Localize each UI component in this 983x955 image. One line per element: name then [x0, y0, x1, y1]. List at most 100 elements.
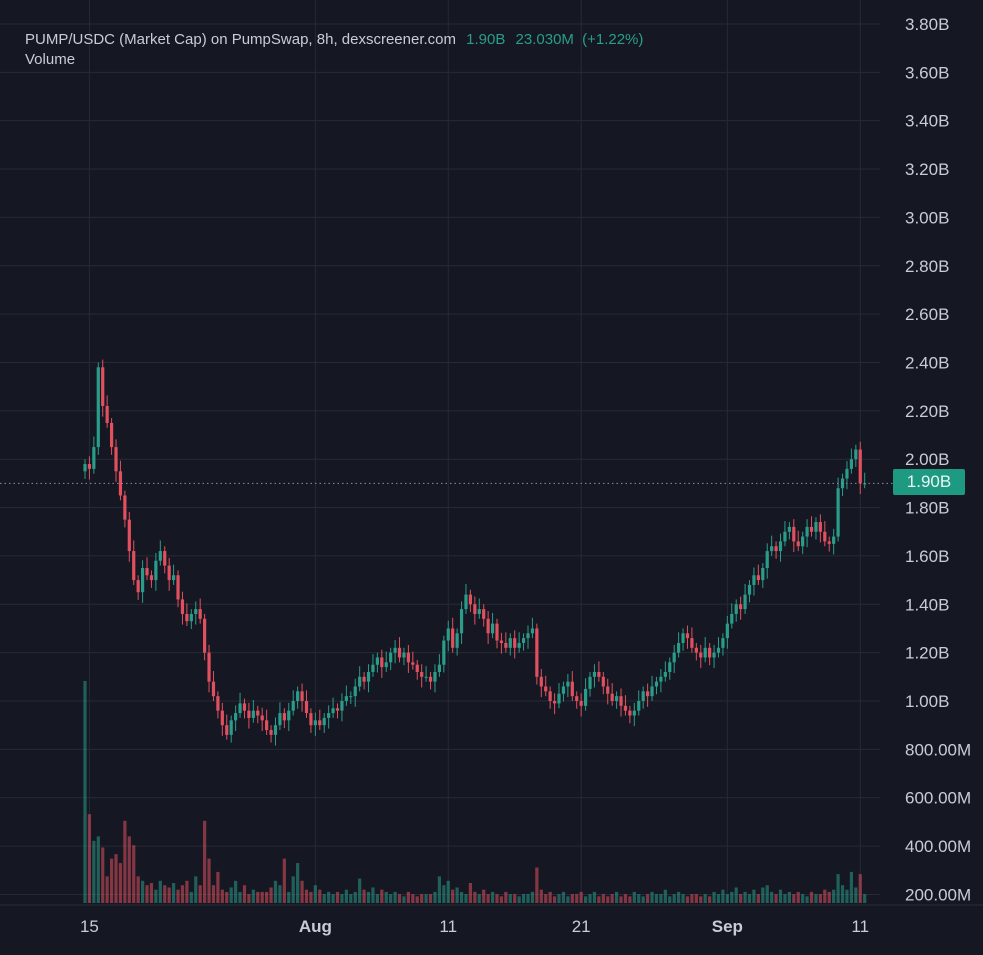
candle-body [628, 710, 632, 716]
volume-bar [499, 896, 504, 903]
candle-body [282, 713, 286, 721]
candle-body [136, 580, 140, 593]
change-pct: (+1.22%) [582, 31, 644, 48]
candle-body [389, 652, 393, 663]
volume-bar [863, 894, 867, 903]
volume-bar [92, 840, 96, 903]
volume-bar [535, 867, 539, 903]
candle-body [561, 686, 566, 694]
candle-body [641, 691, 645, 701]
volume-bar [734, 887, 738, 903]
candle-body [659, 676, 663, 682]
candle-body [849, 459, 853, 469]
volume-bar [482, 889, 486, 903]
volume-bar [654, 894, 659, 903]
candle-body [384, 662, 388, 668]
candle-body [734, 604, 738, 614]
candle-body [154, 560, 158, 581]
volume-bar [198, 885, 202, 903]
volume-bar [220, 889, 224, 903]
candle-body [747, 584, 752, 595]
volume-bar [818, 894, 822, 903]
candle-body [752, 575, 756, 585]
candle-body [83, 464, 87, 472]
volume-bar [641, 896, 645, 903]
candle-body [765, 551, 769, 569]
candle-body [451, 628, 455, 648]
volume-bar [575, 894, 579, 903]
volume-bar [433, 891, 437, 903]
volume-bar [792, 894, 796, 903]
volume-bar [211, 885, 216, 903]
candle-body [650, 686, 654, 697]
candle-body [402, 652, 406, 658]
volume-bar [96, 836, 100, 903]
candle-body [770, 546, 774, 552]
candle-body [198, 609, 202, 619]
volume-bar [752, 889, 756, 903]
volume-bar [123, 820, 127, 903]
candle-body [424, 676, 428, 678]
volume-bar [304, 889, 309, 903]
candle-body [814, 522, 818, 532]
candle-body [309, 713, 313, 726]
candle-body [87, 464, 92, 469]
candle-body [477, 609, 481, 614]
candle-body [318, 720, 322, 726]
volume-bar [140, 880, 145, 903]
candle-body [712, 652, 716, 658]
volume-bar [189, 891, 193, 903]
candle-body [588, 676, 592, 689]
candle-body [296, 691, 300, 701]
candle-body [801, 536, 805, 547]
y-tick-label: 600.00M [905, 789, 971, 808]
volume-bar [557, 894, 561, 903]
candle-body [699, 652, 703, 658]
candle-body [322, 717, 326, 726]
candle-body [743, 594, 747, 610]
volume-bar [397, 894, 402, 903]
candle-body [761, 568, 765, 581]
y-tick-label: 1.80B [905, 499, 949, 518]
candle-body [265, 720, 269, 731]
x-tick-label: 11 [439, 917, 457, 936]
volume-bar [690, 894, 694, 903]
volume-bar [610, 894, 614, 903]
volume-bar [566, 896, 570, 903]
volume-bar [327, 891, 331, 903]
y-tick-label: 3.00B [905, 208, 949, 227]
y-tick-label: 2.00B [905, 450, 949, 469]
volume-bar [623, 894, 628, 903]
candle-body [260, 715, 264, 721]
candle-body [601, 676, 605, 687]
volume-bar [783, 894, 787, 903]
y-tick-label: 1.20B [905, 644, 949, 663]
volume-bar [269, 887, 273, 903]
x-tick-label: 11 [851, 917, 869, 936]
volume-bar [451, 889, 455, 903]
candle-body [149, 575, 154, 581]
y-tick-label: 3.60B [905, 63, 949, 82]
candle-body [304, 701, 309, 714]
volume-bar [273, 880, 278, 903]
volume-bar [216, 871, 220, 903]
volume-bar [362, 889, 366, 903]
candle-body [473, 604, 477, 614]
volume-bar [561, 891, 566, 903]
volume-bar [756, 894, 760, 903]
volume-bar [548, 891, 552, 903]
volume-bar [428, 894, 433, 903]
volume-bar [167, 887, 171, 903]
candle-body [597, 671, 601, 677]
candle-body [366, 671, 371, 682]
volume-bar [517, 896, 521, 903]
candle-body [189, 613, 193, 622]
volume-bar [154, 889, 158, 903]
candle-body [823, 531, 827, 542]
volume-bar [712, 891, 716, 903]
candle-body [654, 681, 659, 687]
y-tick-label: 2.20B [905, 402, 949, 421]
candle-body [495, 623, 499, 641]
x-tick-label: Aug [299, 917, 332, 936]
